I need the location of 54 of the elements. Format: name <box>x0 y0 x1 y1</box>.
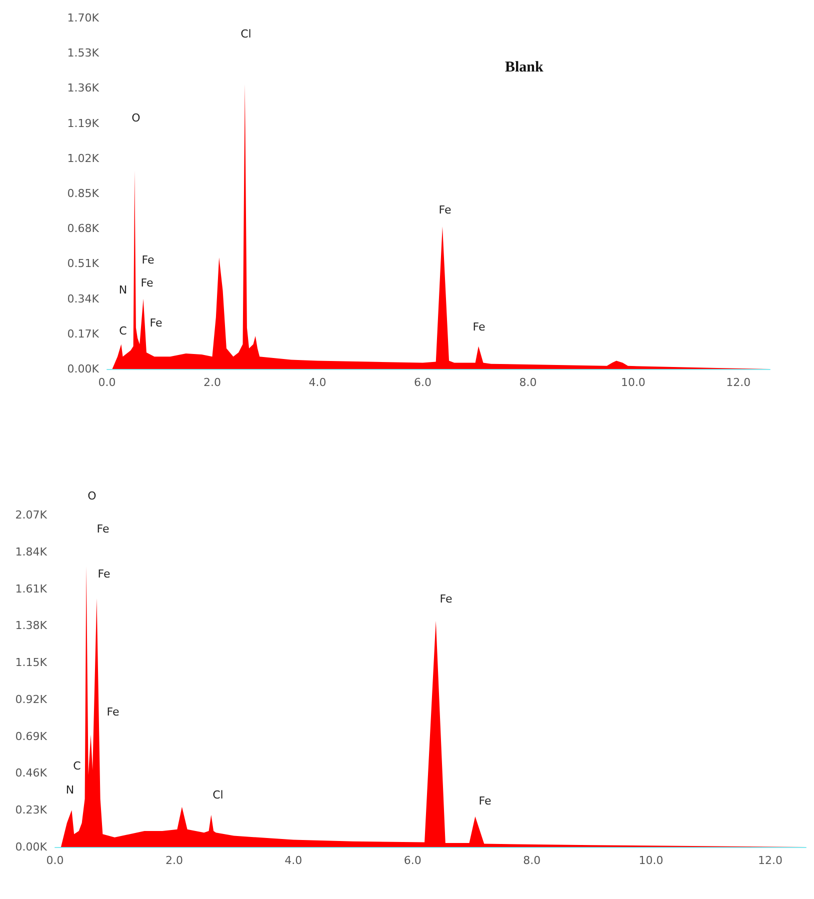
x-tick-label: 12.0 <box>726 376 751 389</box>
x-tick-label: 2.0 <box>203 376 221 389</box>
annotation: N <box>118 284 128 296</box>
y-tick-label: 0.00K <box>15 840 48 854</box>
annotation: O <box>132 112 141 124</box>
annotation: N <box>66 784 74 796</box>
y-tick-label: 1.15K <box>15 656 48 670</box>
y-tick-label: 1.19K <box>67 116 100 130</box>
y-tick-label: 1.53K <box>67 46 100 60</box>
y-tick-label: 1.02K <box>67 152 100 165</box>
annotation: Fe <box>140 276 154 290</box>
annotation: Fe <box>96 522 110 536</box>
y-tick-label: 0.00K <box>67 362 100 376</box>
y-tick-label: 0.85K <box>67 187 100 200</box>
x-tick-label: 6.0 <box>404 854 422 867</box>
y-tick-label: 1.61K <box>15 582 48 596</box>
x-tick-label: 2.0 <box>165 854 183 867</box>
y-tick-label: 0.23K <box>15 804 48 817</box>
y-tick-label: 0.92K <box>15 692 48 706</box>
x-tick-label: 6.0 <box>414 376 432 389</box>
y-tick-label: 1.38K <box>15 619 48 632</box>
x-tick-label: 4.0 <box>284 854 302 867</box>
annotation: Fe <box>440 592 452 606</box>
annotation: Cl <box>212 788 224 802</box>
x-tick-label: 8.0 <box>519 376 537 389</box>
x-tick-label: 12.0 <box>758 854 782 867</box>
y-tick-label: 1.84K <box>15 545 48 558</box>
x-tick-label: 0.0 <box>46 854 64 867</box>
y-tick-label: 0.34K <box>67 292 100 306</box>
y-tick-label: 1.36K <box>67 82 100 95</box>
annotation: Fe <box>98 568 110 580</box>
annotation: C <box>119 324 128 338</box>
annotation: Fe <box>142 254 154 266</box>
annotation: Fe <box>150 316 162 330</box>
annotation: Fe <box>106 706 120 718</box>
x-tick-label: 8.0 <box>523 854 541 867</box>
x-tick-label: 0.0 <box>98 376 116 389</box>
x-tick-label: 10.0 <box>620 376 646 389</box>
annotation: Cl <box>240 28 252 40</box>
y-tick-label: 0.17K <box>67 327 100 340</box>
y-tick-label: 0.69K <box>15 730 48 743</box>
text: Blank <box>505 60 544 76</box>
y-tick-label: 2.07K <box>15 508 48 522</box>
x-tick-label: 10.0 <box>638 854 664 867</box>
annotation: C <box>73 760 82 772</box>
y-tick-label: 0.46K <box>15 766 48 780</box>
y-tick-label: 0.51K <box>67 257 100 270</box>
annotation: Fe <box>438 204 452 216</box>
x-tick-label: 4.0 <box>308 376 326 389</box>
text: O <box>88 490 97 502</box>
y-tick-label: 0.68K <box>67 222 100 236</box>
annotation: Fe <box>478 794 492 808</box>
annotation: Fe <box>472 320 486 334</box>
y-tick-label: 1.70K <box>67 12 100 24</box>
